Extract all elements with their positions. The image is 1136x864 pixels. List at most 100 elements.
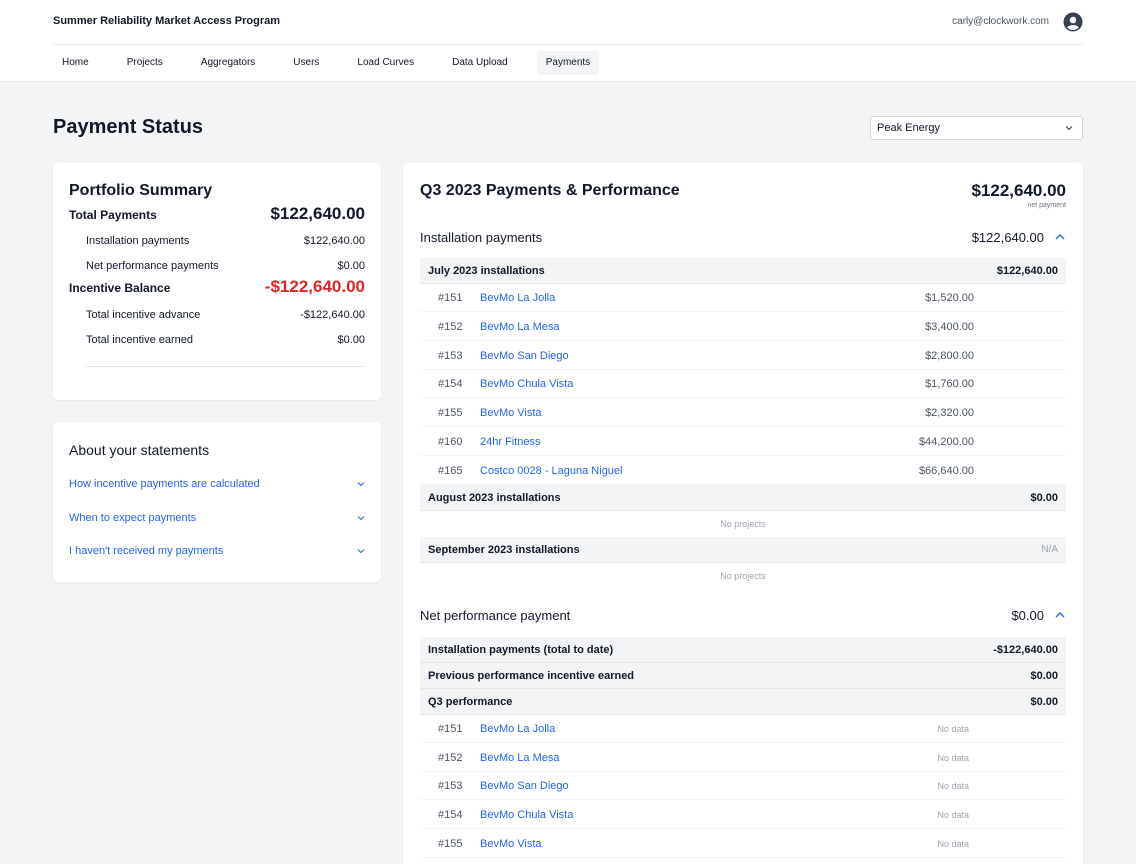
net-payment-total: $122,640.00 (971, 181, 1066, 200)
project-amount: $66,640.00 (918, 465, 974, 477)
project-link[interactable]: Costco 0028 - Laguna Niguel (480, 465, 623, 477)
project-link[interactable]: BevMo La Jolla (480, 723, 556, 735)
table-row: #152 BevMo La Mesa $3,400.00 (420, 313, 1066, 341)
project-status: No data (937, 724, 969, 734)
faq-question: When to expect payments (69, 512, 197, 524)
group-label: September 2023 installations (428, 543, 580, 556)
project-amount: $2,320.00 (925, 407, 974, 419)
installation-section-header: Installation payments $122,640.00 (420, 227, 1066, 247)
project-amount: $44,200.00 (918, 436, 974, 448)
project-number: #152 (438, 321, 463, 333)
project-number: #155 (438, 838, 463, 850)
project-link[interactable]: BevMo Chula Vista (480, 378, 574, 390)
incentive-earned-value: $0.00 (337, 334, 365, 346)
about-title: About your statements (69, 442, 210, 458)
summary-value: $0.00 (1030, 669, 1058, 682)
project-number: #165 (438, 465, 463, 477)
aggregator-select[interactable]: Peak Energy (870, 116, 1083, 140)
project-status: No data (937, 781, 969, 791)
group-value: $122,640.00 (996, 264, 1058, 277)
group-august-2023: August 2023 installations $0.00 (420, 485, 1066, 511)
incentive-advance-label: Total incentive advance (86, 309, 201, 321)
incentive-balance-row: Incentive Balance -$122,640.00 (69, 277, 365, 297)
payments-performance-card: Q3 2023 Payments & Performance $122,640.… (403, 163, 1083, 864)
performance-summary-row: Installation payments (total to date) -$… (420, 637, 1066, 663)
project-number: #160 (438, 436, 463, 448)
main-nav: Home Projects Aggregators Users Load Cur… (53, 51, 619, 75)
chevron-down-icon (357, 482, 365, 487)
table-row: #153 BevMo San Diego $2,800.00 (420, 342, 1066, 370)
faq-item-calculation[interactable]: How incentive payments are calculated (69, 476, 365, 492)
nav-projects[interactable]: Projects (126, 57, 163, 68)
incentive-earned-label: Total incentive earned (86, 334, 194, 346)
table-row: #154 BevMo Chula Vista $1,760.00 (420, 370, 1066, 398)
faq-item-timing[interactable]: When to expect payments (69, 510, 365, 526)
project-link[interactable]: 24hr Fitness (480, 436, 541, 448)
portfolio-summary-card: Portfolio Summary Total Payments $122,64… (53, 163, 381, 400)
project-amount: $1,520.00 (925, 292, 974, 304)
table-row: #154 BevMo Chula Vista No data (420, 801, 1066, 829)
nav-users[interactable]: Users (293, 57, 320, 68)
group-value: $0.00 (1030, 491, 1058, 504)
group-label: August 2023 installations (428, 491, 561, 504)
faq-item-not-received[interactable]: I haven't received my payments (69, 543, 365, 559)
project-number: #153 (438, 780, 463, 792)
installation-payments-row: Installation payments $122,640.00 (86, 235, 365, 247)
table-row: #151 BevMo La Jolla No data (420, 715, 1066, 743)
chevron-down-icon (1065, 126, 1073, 131)
project-number: #154 (438, 809, 463, 821)
net-performance-row: Net performance payments $0.00 (86, 260, 365, 272)
empty-state: No projects (720, 571, 766, 581)
project-link[interactable]: BevMo Vista (480, 838, 542, 850)
table-row: #160 24hr Fitness $44,200.00 (420, 428, 1066, 456)
summary-label: Installation payments (total to date) (428, 643, 614, 656)
project-number: #151 (438, 292, 463, 304)
performance-summary-row: Q3 performance $0.00 (420, 689, 1066, 715)
project-amount: $2,800.00 (925, 350, 974, 362)
quarter-title: Q3 2023 Payments & Performance (420, 182, 680, 199)
chevron-up-icon[interactable] (1054, 609, 1066, 621)
project-amount: $1,760.00 (925, 378, 974, 390)
table-row: #152 BevMo La Mesa No data (420, 744, 1066, 772)
installation-section-total: $122,640.00 (971, 229, 1044, 245)
user-avatar-icon[interactable] (1063, 12, 1083, 32)
project-number: #154 (438, 378, 463, 390)
project-link[interactable]: BevMo Chula Vista (480, 809, 574, 821)
project-number: #155 (438, 407, 463, 419)
net-performance-label: Net performance payments (86, 260, 219, 272)
performance-section-title: Net performance payment (420, 607, 571, 623)
nav-load-curves[interactable]: Load Curves (357, 57, 415, 68)
user-email[interactable]: carly@clockwork.com (952, 16, 1049, 27)
net-performance-value: $0.00 (337, 260, 365, 272)
performance-section-total: $0.00 (1011, 607, 1044, 623)
group-value: N/A (1041, 544, 1058, 555)
project-link[interactable]: BevMo San Diego (480, 350, 569, 362)
project-status: No data (937, 839, 969, 849)
installation-section-title: Installation payments (420, 229, 543, 245)
group-july-2023: July 2023 installations $122,640.00 (420, 258, 1066, 284)
project-link[interactable]: BevMo Vista (480, 407, 542, 419)
project-link[interactable]: BevMo La Mesa (480, 752, 560, 764)
incentive-earned-row: Total incentive earned $0.00 (86, 334, 365, 346)
performance-section-header: Net performance payment $0.00 (420, 605, 1066, 625)
project-link[interactable]: BevMo La Mesa (480, 321, 560, 333)
summary-label: Q3 performance (428, 695, 513, 708)
project-link[interactable]: BevMo La Jolla (480, 292, 556, 304)
nav-payments[interactable]: Payments (536, 51, 600, 75)
nav-home[interactable]: Home (62, 57, 89, 68)
project-status: No data (937, 753, 969, 763)
faq-question: How incentive payments are calculated (69, 478, 260, 490)
nav-aggregators[interactable]: Aggregators (200, 57, 256, 68)
project-number: #151 (438, 723, 463, 735)
table-row: #155 BevMo Vista $2,320.00 (420, 399, 1066, 427)
portfolio-divider (86, 366, 365, 367)
nav-data-upload[interactable]: Data Upload (452, 57, 508, 68)
group-label: July 2023 installations (428, 264, 545, 277)
incentive-balance-value: -$122,640.00 (264, 277, 365, 296)
chevron-up-icon[interactable] (1054, 231, 1066, 243)
net-payment-caption: net payment (1027, 202, 1066, 209)
installation-payments-value: $122,640.00 (303, 235, 365, 247)
project-link[interactable]: BevMo San Diego (480, 780, 569, 792)
table-row: #155 BevMo Vista No data (420, 830, 1066, 858)
summary-label: Previous performance incentive earned (428, 669, 635, 682)
